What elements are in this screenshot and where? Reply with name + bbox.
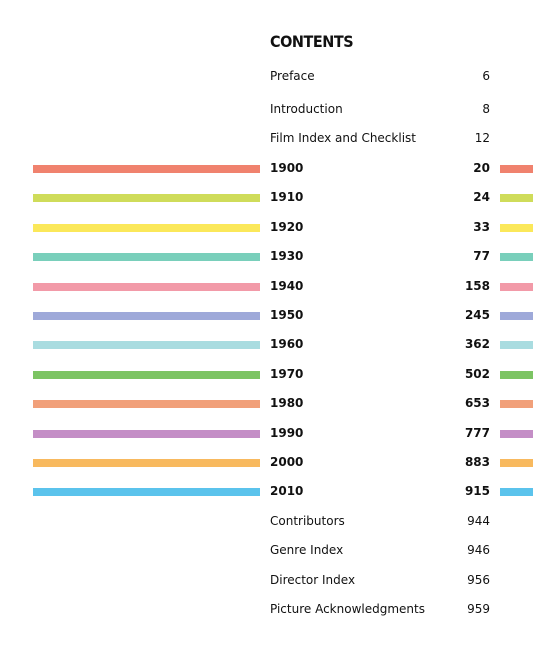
entry-label: Contributors — [270, 513, 345, 528]
entry-page: 915 — [464, 484, 490, 499]
entry-page: 77 — [473, 249, 490, 264]
decade-tab — [500, 165, 533, 173]
decade-bar — [33, 400, 260, 409]
entry-page: 8 — [482, 102, 490, 116]
entry-page: 944 — [467, 513, 490, 528]
entry-label: Director Index — [270, 572, 356, 587]
decade-tab — [500, 459, 533, 467]
entry-page: 158 — [464, 278, 490, 293]
entry-label: Picture Acknowledgments — [270, 602, 425, 616]
decade-tab — [500, 282, 533, 291]
entry-label: 1990 — [270, 425, 304, 440]
decade-tab — [500, 400, 533, 409]
entry-label: 1950 — [270, 308, 304, 322]
decade-bar — [33, 194, 260, 203]
entry-label: 1900 — [270, 161, 304, 175]
entry-label: 1960 — [270, 337, 304, 352]
decade-tab — [500, 223, 533, 232]
entry-page: 12 — [474, 131, 490, 145]
entry-label: 1970 — [270, 366, 304, 381]
decade-bar — [33, 429, 260, 438]
entry-page: 956 — [467, 572, 490, 587]
decade-bar — [33, 312, 260, 320]
entry-label: 1920 — [270, 219, 304, 234]
entry-page: 33 — [473, 219, 490, 234]
entry-label: 1930 — [270, 249, 304, 264]
entry-label: Introduction — [270, 102, 343, 116]
contents-title: CONTENTS — [270, 32, 354, 51]
entry-page: 362 — [464, 337, 490, 352]
decade-bar — [33, 370, 260, 379]
entry-label: 1910 — [270, 190, 304, 205]
decade-tab — [500, 429, 533, 438]
entry-page: 6 — [482, 69, 490, 83]
entry-page: 946 — [467, 543, 490, 558]
decade-tab — [500, 312, 533, 320]
entry-page: 20 — [473, 161, 490, 175]
decade-tab — [500, 341, 533, 350]
entry-page: 502 — [464, 366, 490, 381]
decade-bar — [33, 253, 260, 262]
decade-bar — [33, 459, 260, 467]
entry-page: 245 — [464, 308, 490, 322]
decade-bar — [33, 165, 260, 173]
entry-label: 1940 — [270, 278, 304, 293]
decade-bar — [33, 488, 260, 497]
decade-bar — [33, 282, 260, 291]
entry-page: 959 — [467, 602, 490, 616]
decade-tab — [500, 370, 533, 379]
entry-label: Genre Index — [270, 543, 344, 558]
decade-tab — [500, 253, 533, 262]
entry-page: 777 — [464, 425, 490, 440]
entry-page: 883 — [464, 455, 490, 469]
entry-label: Film Index and Checklist — [270, 131, 416, 145]
entry-label: 2010 — [270, 484, 304, 499]
decade-bar — [33, 341, 260, 350]
entry-page: 24 — [473, 190, 490, 205]
entry-label: 1980 — [270, 396, 304, 411]
decade-tab — [500, 488, 533, 497]
entry-label: 2000 — [270, 455, 304, 469]
decade-bar — [33, 223, 260, 232]
entry-label: Preface — [270, 69, 315, 83]
decade-tab — [500, 194, 533, 203]
entry-page: 653 — [464, 396, 490, 411]
